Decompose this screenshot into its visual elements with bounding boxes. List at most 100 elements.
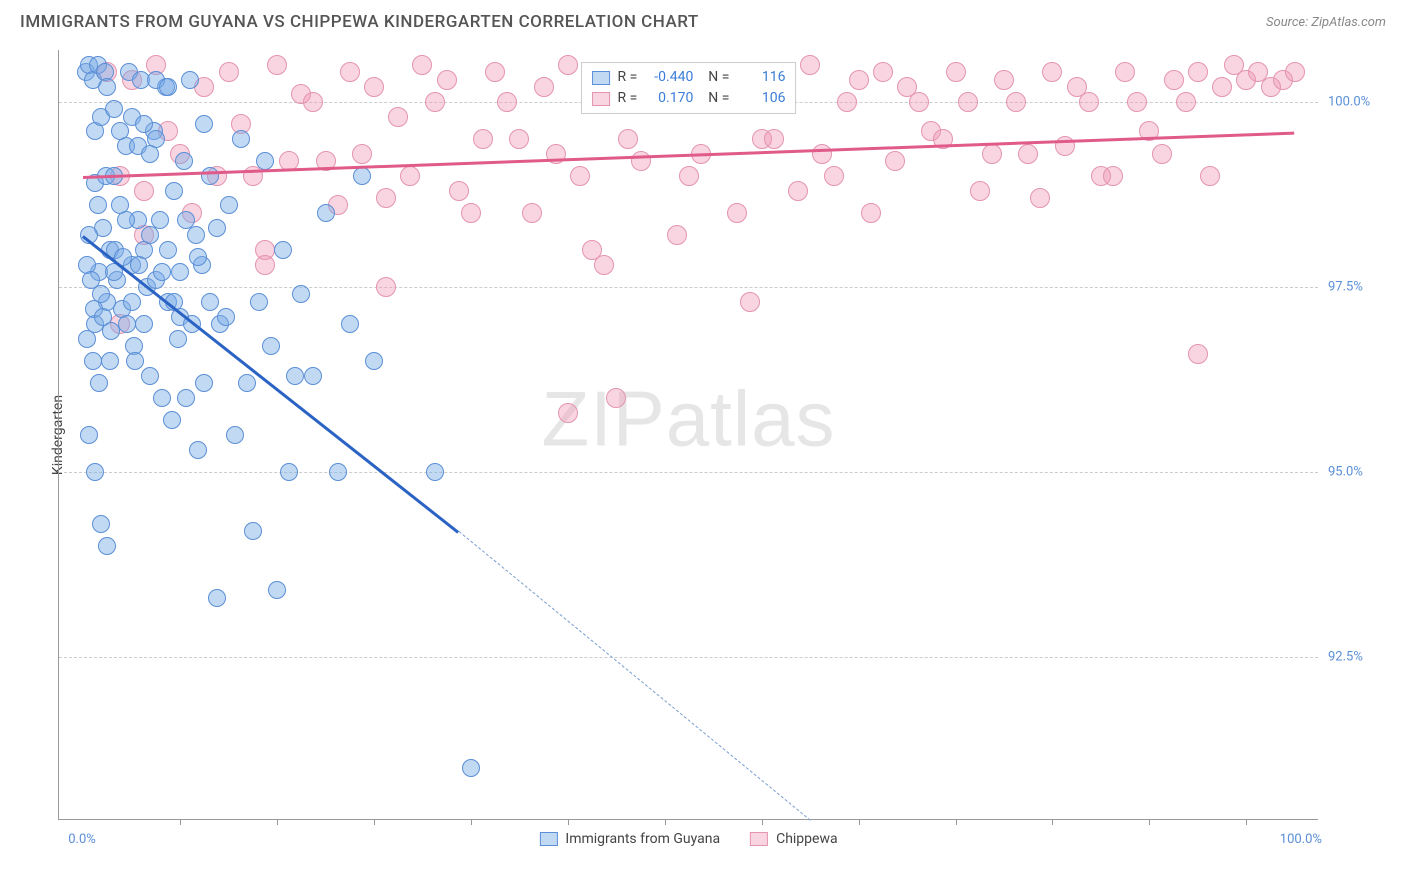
data-point: [909, 92, 929, 112]
data-point: [994, 70, 1014, 90]
data-point: [667, 225, 687, 245]
data-point: [1018, 144, 1038, 164]
data-point: [98, 537, 116, 555]
x-minor-tick: [859, 819, 860, 825]
x-minor-tick: [956, 819, 957, 825]
data-point: [764, 129, 784, 149]
data-point: [727, 203, 747, 223]
y-tick-label: 97.5%: [1328, 279, 1388, 294]
data-point: [849, 70, 869, 90]
stat-label: R =: [618, 67, 638, 88]
data-point: [861, 203, 881, 223]
data-point: [958, 92, 978, 112]
data-point: [341, 315, 359, 333]
data-point: [226, 426, 244, 444]
data-point: [426, 463, 444, 481]
data-point: [304, 367, 322, 385]
data-point: [1188, 62, 1208, 82]
data-point: [135, 315, 153, 333]
data-point: [101, 352, 119, 370]
data-point: [105, 100, 123, 118]
x-minor-tick: [1149, 819, 1150, 825]
data-point: [89, 196, 107, 214]
data-point: [159, 78, 177, 96]
data-point: [1212, 77, 1232, 97]
data-point: [92, 515, 110, 533]
stats-row: R =-0.440 N =116: [592, 67, 786, 88]
data-point: [558, 55, 578, 75]
data-point: [256, 152, 274, 170]
data-point: [217, 308, 235, 326]
data-point: [1006, 92, 1026, 112]
legend-swatch: [592, 71, 610, 85]
x-tick-label: 100.0%: [1280, 832, 1322, 847]
data-point: [175, 152, 193, 170]
data-point: [522, 203, 542, 223]
data-point: [329, 463, 347, 481]
x-minor-tick: [665, 819, 666, 825]
data-point: [1176, 92, 1196, 112]
data-point: [153, 389, 171, 407]
gridline: [59, 472, 1318, 473]
data-point: [208, 589, 226, 607]
data-point: [219, 62, 239, 82]
data-point: [220, 196, 238, 214]
data-point: [618, 129, 638, 149]
legend-item: Chippewa: [750, 831, 838, 847]
data-point: [425, 92, 445, 112]
chart-title: IMMIGRANTS FROM GUYANA VS CHIPPEWA KINDE…: [20, 12, 699, 32]
data-point: [238, 374, 256, 392]
data-point: [1164, 70, 1184, 90]
data-point: [1285, 62, 1305, 82]
data-point: [78, 330, 96, 348]
data-point: [558, 403, 578, 423]
data-point: [244, 522, 262, 540]
stat-r-value: 0.170: [645, 88, 693, 109]
data-point: [340, 62, 360, 82]
data-point: [352, 144, 372, 164]
data-point: [86, 463, 104, 481]
data-point: [317, 204, 335, 222]
data-point: [187, 226, 205, 244]
x-minor-tick: [277, 819, 278, 825]
stat-label: N =: [701, 88, 729, 109]
data-point: [303, 92, 323, 112]
data-point: [812, 144, 832, 164]
bottom-legend: Immigrants from Guyana Chippewa: [539, 831, 837, 847]
data-point: [1200, 166, 1220, 186]
data-point: [163, 411, 181, 429]
data-point: [885, 151, 905, 171]
trend-line: [458, 531, 810, 821]
x-minor-tick: [1052, 819, 1053, 825]
stat-label: N =: [701, 67, 729, 88]
data-point: [1127, 92, 1147, 112]
data-point: [280, 463, 298, 481]
data-point: [189, 248, 207, 266]
data-point: [274, 241, 292, 259]
data-point: [740, 292, 760, 312]
data-point: [90, 374, 108, 392]
data-point: [134, 181, 154, 201]
data-point: [1115, 62, 1135, 82]
data-point: [84, 352, 102, 370]
stat-label: R =: [618, 88, 638, 109]
data-point: [534, 77, 554, 97]
data-point: [594, 255, 614, 275]
data-point: [111, 122, 129, 140]
gridline: [59, 287, 1318, 288]
data-point: [364, 77, 384, 97]
data-point: [195, 115, 213, 133]
data-point: [461, 203, 481, 223]
source-credit: Source: ZipAtlas.com: [1266, 15, 1386, 30]
data-point: [255, 255, 275, 275]
data-point: [98, 78, 116, 96]
legend-item: Immigrants from Guyana: [539, 831, 720, 847]
data-point: [1188, 344, 1208, 364]
data-point: [201, 293, 219, 311]
stat-r-value: -0.440: [645, 67, 693, 88]
data-point: [800, 55, 820, 75]
y-tick-label: 95.0%: [1328, 465, 1388, 480]
data-point: [970, 181, 990, 201]
data-point: [1152, 144, 1172, 164]
data-point: [92, 285, 110, 303]
